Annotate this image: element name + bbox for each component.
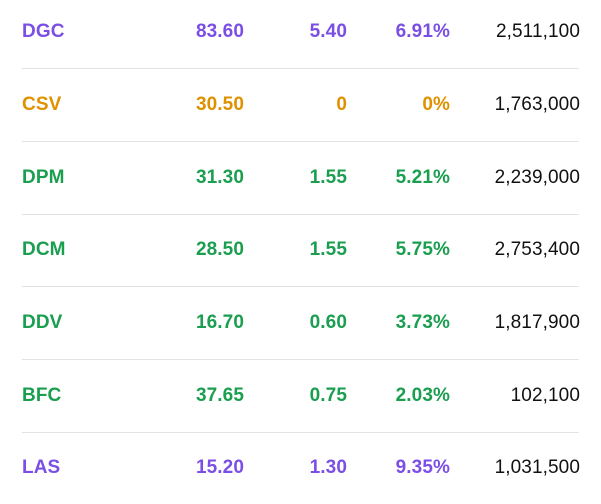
stock-volume: 1,031,500 (494, 457, 580, 478)
stock-volume: 2,511,100 (495, 21, 580, 42)
stock-symbol: DCM (22, 239, 66, 260)
stock-symbol: CSV (22, 94, 62, 115)
stock-change: 0 (336, 94, 347, 115)
stock-row[interactable]: DPM 31.30 1.55 5.21% 2,239,000 (22, 142, 580, 215)
stock-price: 28.50 (195, 239, 244, 260)
stock-change-percent: 9.35% (395, 457, 450, 478)
stock-price: 15.20 (195, 457, 244, 478)
stock-symbol: LAS (22, 457, 61, 478)
stock-symbol: BFC (22, 385, 62, 406)
stock-volume: 1,817,900 (494, 312, 580, 333)
stock-symbol: DPM (22, 167, 65, 188)
stock-change: 1.30 (309, 457, 347, 478)
stock-volume: 102,100 (510, 385, 580, 406)
stock-price: 16.70 (195, 312, 244, 333)
stock-row[interactable]: CSV 30.50 0 0% 1,763,000 (22, 69, 580, 142)
stock-row[interactable]: BFC 37.65 0.75 2.03% 102,100 (22, 360, 580, 433)
stock-symbol: DDV (22, 312, 63, 333)
stock-price: 37.65 (195, 385, 244, 406)
stock-change-percent: 5.75% (395, 239, 450, 260)
stock-volume: 2,753,400 (494, 239, 580, 260)
stock-change-percent: 0% (422, 94, 450, 115)
stock-price: 30.50 (195, 94, 244, 115)
stock-change-percent: 5.21% (395, 167, 450, 188)
stock-change-percent: 3.73% (395, 312, 450, 333)
stock-symbol: DGC (22, 21, 65, 42)
stock-change: 1.55 (309, 239, 347, 260)
stock-change: 0.75 (309, 385, 347, 406)
stock-row[interactable]: DCM 28.50 1.55 5.75% 2,753,400 (22, 214, 580, 287)
stock-row[interactable]: DDV 16.70 0.60 3.73% 1,817,900 (22, 287, 580, 360)
stock-change: 1.55 (309, 167, 347, 188)
stock-price: 31.30 (195, 167, 244, 188)
stock-volume: 2,239,000 (494, 167, 580, 188)
stock-change-percent: 6.91% (395, 21, 450, 42)
stock-change: 0.60 (309, 312, 347, 333)
stock-change: 5.40 (309, 21, 347, 42)
stock-price: 83.60 (195, 21, 244, 42)
stock-row[interactable]: LAS 15.20 1.30 9.35% 1,031,500 (22, 432, 580, 504)
stock-volume: 1,763,000 (494, 94, 580, 115)
stock-change-percent: 2.03% (395, 385, 450, 406)
stock-row[interactable]: DGC 83.60 5.40 6.91% 2,511,100 (22, 0, 580, 69)
